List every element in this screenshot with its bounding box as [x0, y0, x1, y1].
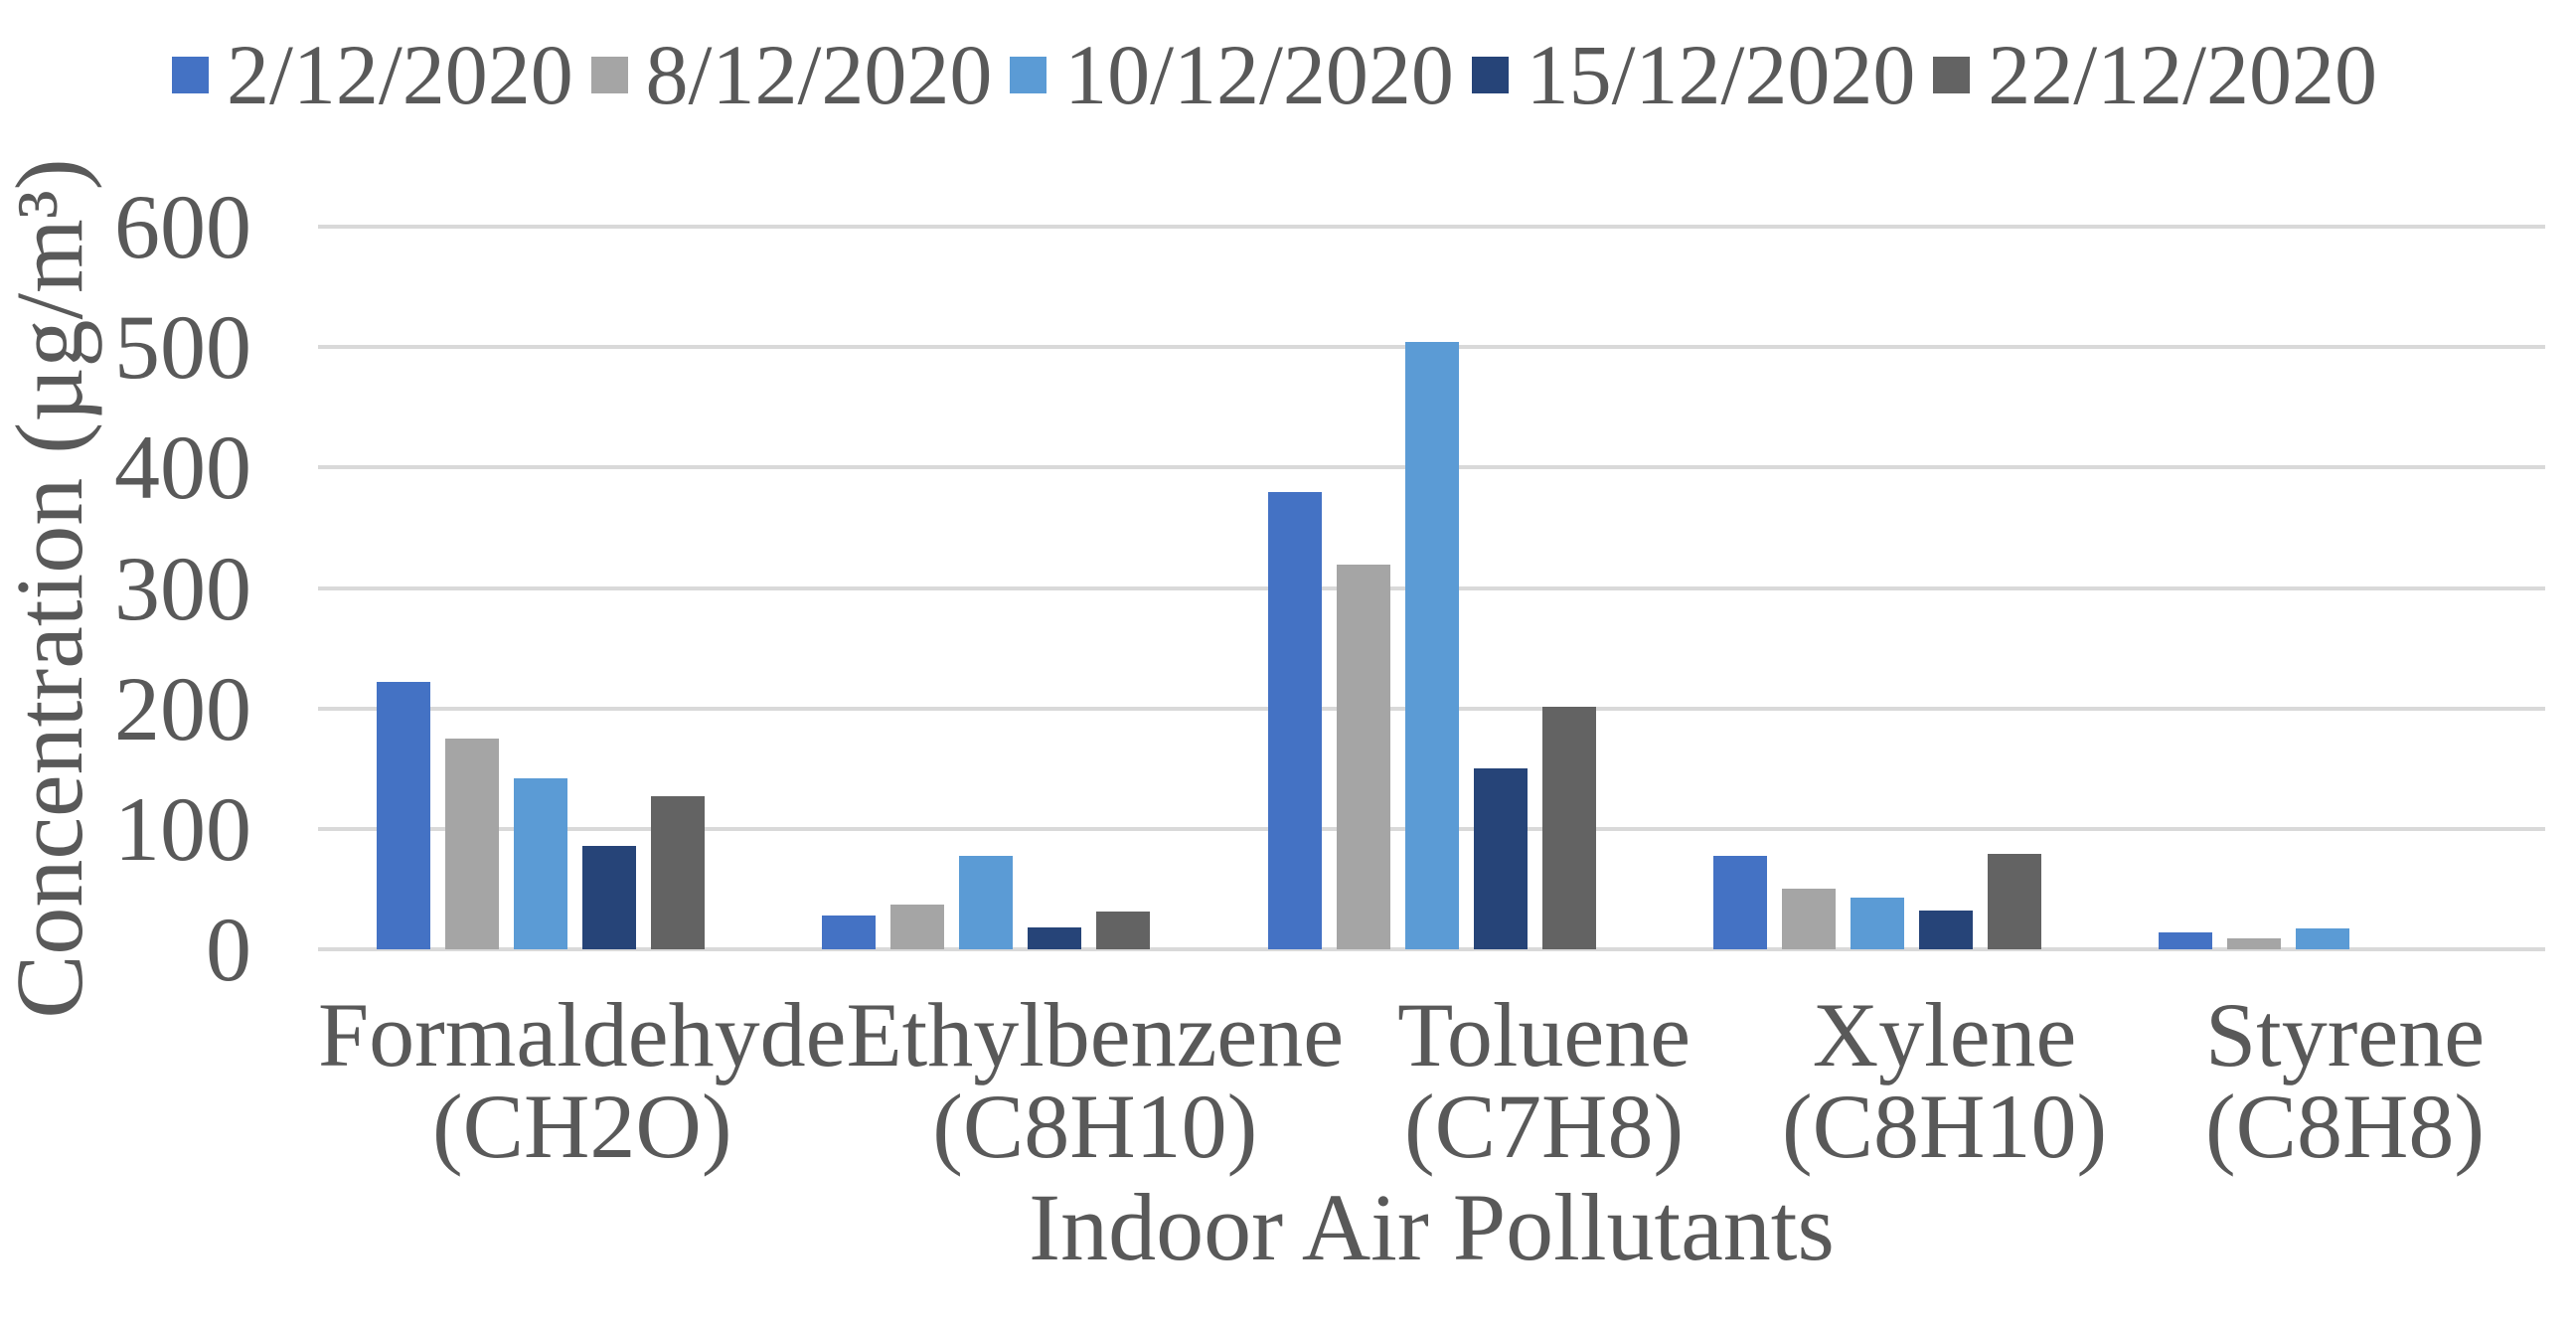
legend-swatch-icon: [1933, 56, 1971, 93]
legend-swatch-icon: [1010, 56, 1047, 93]
legend-label: 2/12/2020: [227, 27, 573, 122]
bar[interactable]: [1541, 707, 1596, 949]
category-formula: (C8H10): [932, 1076, 1258, 1177]
bar[interactable]: [2226, 938, 2281, 949]
bar[interactable]: [1781, 889, 1836, 949]
x-axis-title: Indoor Air Pollutants: [1029, 1174, 1835, 1280]
bar-groups: [318, 227, 2545, 949]
y-tick-label: 500: [114, 296, 251, 399]
legend-swatch-icon: [172, 56, 209, 93]
bar[interactable]: [1336, 565, 1390, 949]
bar[interactable]: [1267, 491, 1322, 949]
bar[interactable]: [1712, 855, 1767, 949]
y-tick-label: 0: [206, 899, 251, 1000]
gridline: [318, 225, 2545, 229]
bar[interactable]: [582, 845, 637, 949]
category-formula: (C7H8): [1404, 1076, 1685, 1177]
y-tick-label: 200: [114, 657, 251, 759]
category-name: Xylene: [1812, 984, 2077, 1085]
bar[interactable]: [2295, 928, 2349, 949]
category-name: Ethylbenzene: [846, 984, 1345, 1085]
bar[interactable]: [1987, 854, 2041, 949]
category-name: Styrene: [2205, 984, 2486, 1085]
bar[interactable]: [651, 796, 706, 949]
legend-swatch-icon: [1471, 56, 1509, 93]
legend-label: 10/12/2020: [1064, 27, 1454, 122]
category-label: Toluene (C7H8): [1344, 989, 1744, 1172]
legend-item-10-12-2020[interactable]: 10/12/2020: [1010, 25, 1454, 124]
bar-group: [1655, 227, 2100, 949]
bar[interactable]: [890, 905, 945, 949]
legend-label: 15/12/2020: [1526, 27, 1916, 122]
category-label: Xylene (C8H10): [1744, 989, 2145, 1172]
bar[interactable]: [1918, 911, 1973, 949]
category-label: Styrene (C8H8): [2145, 989, 2545, 1172]
bar[interactable]: [1850, 897, 1904, 949]
bar[interactable]: [1404, 342, 1459, 949]
bar-group: [2100, 227, 2545, 949]
y-axis-ticks: 0 100 200 300 400 500 600: [99, 181, 318, 995]
legend-swatch-icon: [590, 56, 628, 93]
category-label: Ethylbenzene (C8H10): [846, 989, 1344, 1172]
plot-area: [318, 225, 2545, 951]
bar[interactable]: [445, 738, 500, 949]
category-formula: (C8H8): [2204, 1076, 2486, 1177]
legend: 2/12/2020 8/12/2020 10/12/2020 15/12/2020 22…: [172, 25, 2377, 124]
y-tick-label: 300: [114, 537, 251, 639]
y-axis-title: Concentration (µg/m³): [0, 157, 102, 1019]
bar[interactable]: [377, 682, 431, 949]
bar[interactable]: [1473, 768, 1528, 949]
bar-group: [1208, 227, 1654, 949]
legend-label: 22/12/2020: [1988, 27, 2377, 122]
y-axis-title-column: Concentration (µg/m³): [0, 158, 102, 1018]
category-labels: Formaldehyde (CH2O) Ethylbenzene (C8H10) Tol…: [318, 989, 2545, 1172]
category-formula: (C8H10): [1782, 1076, 2108, 1177]
legend-item-22-12-2020[interactable]: 22/12/2020: [1933, 25, 2377, 124]
legend-item-2-12-2020[interactable]: 2/12/2020: [172, 25, 573, 124]
y-tick-label: 400: [114, 417, 251, 519]
category-name: Toluene: [1397, 984, 1691, 1085]
legend-item-15-12-2020[interactable]: 15/12/2020: [1471, 25, 1916, 124]
bar[interactable]: [822, 916, 877, 949]
bar-group: [763, 227, 1208, 949]
bar[interactable]: [2158, 932, 2212, 949]
category-label: Formaldehyde (CH2O): [318, 989, 846, 1172]
bar[interactable]: [514, 777, 568, 949]
y-tick-label: 600: [114, 176, 251, 277]
category-name: Formaldehyde: [318, 984, 847, 1085]
legend-label: 8/12/2020: [645, 27, 993, 122]
bar[interactable]: [1096, 912, 1151, 949]
category-formula: (CH2O): [431, 1076, 732, 1177]
bar-group: [318, 227, 763, 949]
bar[interactable]: [1028, 927, 1082, 949]
gridline: [318, 947, 2545, 951]
y-tick-label: 100: [114, 777, 251, 880]
legend-item-8-12-2020[interactable]: 8/12/2020: [590, 25, 993, 124]
chart-area: Concentration (µg/m³) 0 100 200 300 400 500 60…: [0, 158, 2576, 1018]
bar[interactable]: [959, 855, 1014, 949]
